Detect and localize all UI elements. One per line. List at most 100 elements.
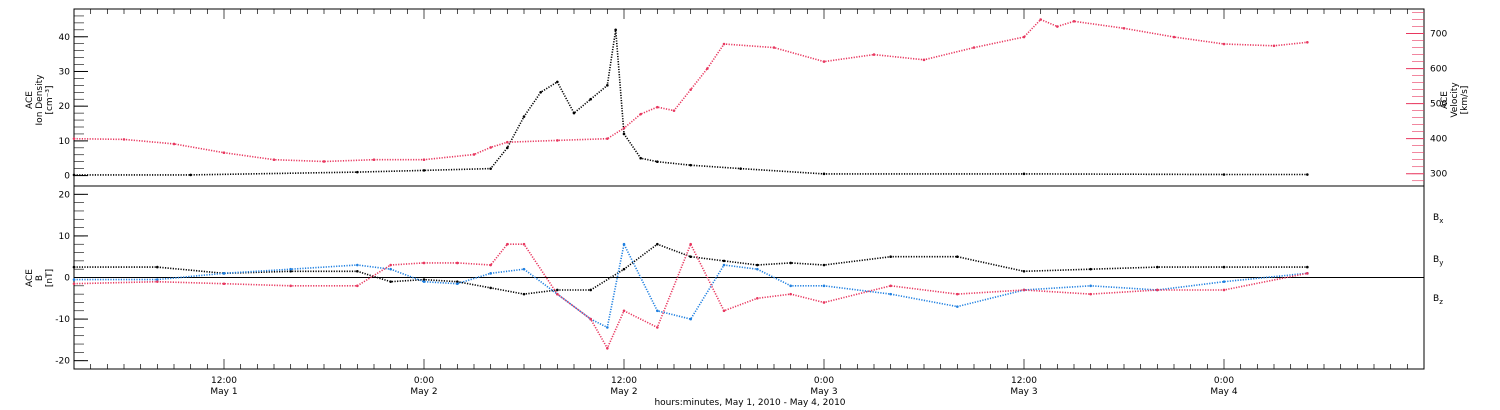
data-point	[556, 292, 559, 296]
b-tick-label: 10	[59, 232, 71, 242]
data-point	[389, 263, 392, 267]
data-point	[606, 137, 609, 140]
data-point	[922, 58, 926, 62]
b-label-line1: ACE	[25, 269, 35, 287]
x-tick-time: 12:00	[1011, 376, 1037, 386]
data-point	[822, 263, 826, 267]
data-point	[589, 97, 592, 101]
data-point	[1222, 265, 1226, 269]
data-point	[1072, 19, 1076, 23]
data-point	[822, 301, 826, 304]
data-point	[1039, 18, 1042, 21]
data-point	[722, 263, 726, 267]
density-tick-label: 0	[64, 172, 70, 182]
data-point	[522, 242, 526, 246]
data-point	[606, 84, 609, 87]
data-point	[606, 326, 609, 329]
legend-bz: Bz	[1433, 294, 1443, 306]
b-label-line2: B	[35, 275, 45, 281]
data-point	[156, 280, 159, 283]
data-point	[622, 242, 626, 246]
data-point	[614, 28, 617, 32]
data-point	[1306, 40, 1309, 44]
data-point	[1089, 284, 1092, 288]
data-point	[422, 261, 426, 265]
data-point	[122, 138, 126, 141]
data-point	[556, 288, 559, 292]
legend-bz-sub: z	[1439, 298, 1443, 306]
data-point	[822, 284, 826, 288]
data-point	[1272, 44, 1276, 48]
data-point	[1222, 173, 1226, 176]
x-tick-day: May 1	[210, 387, 237, 397]
data-point	[1156, 288, 1159, 292]
velocity-label-line2: Velocity	[1450, 82, 1460, 118]
b-label-line3: [nT]	[45, 269, 55, 287]
data-point	[489, 272, 492, 275]
data-point	[489, 286, 492, 290]
legend-bx-sub: x	[1439, 217, 1443, 225]
data-point	[1222, 288, 1226, 292]
data-point	[722, 309, 726, 313]
data-point	[1022, 288, 1026, 292]
data-point	[222, 282, 226, 286]
data-point	[506, 140, 509, 144]
data-point	[889, 292, 892, 296]
series-line-velocity	[73, 18, 1308, 163]
data-point	[506, 146, 509, 150]
density-tick-label: 10	[59, 137, 71, 147]
data-point	[1306, 265, 1309, 269]
data-point	[689, 88, 692, 91]
x-tick-time: 0:00	[814, 376, 834, 386]
data-point	[689, 163, 692, 167]
data-point	[1089, 267, 1092, 271]
velocity-tick-label: 500	[1430, 100, 1447, 110]
data-point	[756, 267, 759, 271]
x-tick-day: May 3	[1010, 387, 1037, 397]
top-left-minor-ticks	[74, 15, 84, 176]
density-tick-label: 30	[59, 67, 71, 77]
data-point	[822, 60, 826, 63]
data-point	[356, 284, 359, 288]
data-point	[689, 242, 692, 246]
data-point	[672, 109, 676, 112]
data-point	[656, 309, 659, 313]
data-point	[589, 288, 592, 292]
density-label-line3: [cm⁻³]	[45, 85, 55, 114]
velocity-axis-label: ACE Velocity [km/s]	[1440, 82, 1470, 118]
x-tick-time: 12:00	[611, 376, 637, 386]
data-point	[189, 173, 192, 177]
data-point	[289, 284, 292, 288]
velocity-tick-label: 400	[1430, 135, 1447, 145]
data-point	[356, 269, 359, 273]
data-point	[772, 46, 776, 49]
legend-by-label: B	[1433, 255, 1439, 265]
data-point	[539, 90, 542, 94]
legend-bx-label: B	[1433, 213, 1439, 223]
data-point	[156, 278, 159, 281]
data-point	[656, 326, 659, 329]
data-point	[506, 242, 509, 246]
density-label-line1: ACE	[25, 91, 35, 109]
data-point	[222, 151, 226, 155]
b-tick-label: -20	[55, 357, 70, 367]
data-point	[622, 267, 626, 271]
b-field-axis-label: ACE B [nT]	[25, 269, 55, 287]
density-axis-label: ACE Ion Density [cm⁻³]	[25, 74, 55, 126]
data-point	[972, 46, 976, 49]
x-minor-ticks	[90, 9, 1408, 369]
data-point	[356, 170, 359, 174]
data-point	[489, 167, 492, 170]
data-point	[889, 255, 892, 259]
data-point	[639, 112, 642, 116]
data-point	[1056, 25, 1059, 28]
data-point	[1306, 173, 1309, 176]
data-point	[589, 317, 592, 321]
data-point	[1222, 42, 1226, 46]
x-tick-time: 12:00	[211, 376, 237, 386]
x-tick-time: 0:00	[1214, 376, 1234, 386]
b-tick-label: 0	[64, 274, 70, 284]
b-tick-label: -10	[55, 315, 70, 325]
data-point	[289, 269, 292, 273]
